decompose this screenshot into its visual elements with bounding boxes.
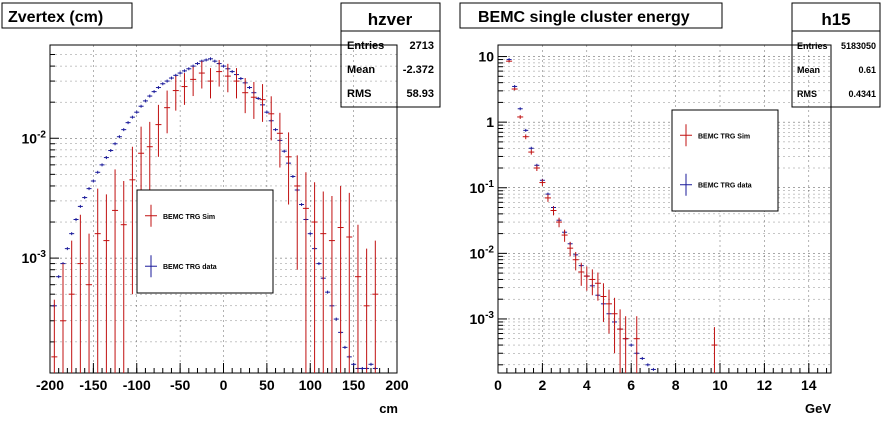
x-tick-label: 200	[385, 377, 409, 393]
x-tick-label: 0	[494, 377, 502, 393]
left-x-unit: cm	[379, 401, 398, 416]
right-stats-entries-value: 5183050	[841, 41, 876, 51]
x-tick-label: -100	[123, 377, 151, 393]
left-title-box	[1, 2, 133, 29]
x-tick-label: 14	[801, 377, 817, 393]
right-title-box	[459, 2, 723, 29]
right-stats-box	[791, 2, 881, 108]
right-stats-entries-label: Entries	[797, 41, 828, 51]
left-stats-entries-value: 2713	[410, 40, 434, 52]
x-tick-label: 10	[712, 377, 728, 393]
right-stats-rms-label: RMS	[797, 89, 817, 99]
right-x-unit: GeV	[805, 401, 831, 416]
right-stats-mean-label: Mean	[797, 65, 820, 75]
y-tick-label: 10-2	[22, 129, 47, 146]
left-stats-entries-label: Entries	[347, 40, 384, 52]
right-stats-mean-value: 0.61	[858, 65, 876, 75]
right-stats-name: h15	[821, 10, 850, 29]
legend-data-label: BEMC TRG data	[698, 183, 752, 190]
legend-sim-label: BEMC TRG Sim	[698, 133, 750, 140]
y-tick-label: 10-1	[470, 179, 495, 196]
right-chart: 0 2 4 6 8 10 12 14 10-3 10-2 10-1 1 10 BEMC TRG Sim BE…	[470, 44, 832, 393]
left-stats-mean-value: -2.372	[403, 64, 434, 76]
legend-data-label: BEMC TRG data	[163, 264, 217, 271]
legend-box	[136, 189, 274, 294]
x-tick-label: 6	[627, 377, 635, 393]
y-tick-label: 10	[478, 49, 494, 65]
left-stats-rms-label: RMS	[347, 88, 371, 100]
x-tick-label: 4	[583, 377, 591, 393]
x-tick-label: -50	[170, 377, 190, 393]
x-tick-label: 0	[220, 377, 228, 393]
left-stats-name: hzver	[368, 10, 413, 29]
x-tick-label: 100	[299, 377, 323, 393]
left-chart: -200 -150 -100 -50 0 50 100 150 200 10-3 10-2 BEMC …	[22, 44, 409, 393]
y-tick-label: 10-3	[470, 310, 495, 327]
left-stats-mean-label: Mean	[347, 64, 375, 76]
x-tick-label: -150	[79, 377, 107, 393]
left-stats-rms-value: 58.93	[406, 88, 434, 100]
plot-frame	[497, 44, 832, 374]
x-tick-label: -200	[36, 377, 64, 393]
right-title: BEMC single cluster energy	[478, 9, 690, 26]
left-panel: Zvertex (cm) hzver Entries 2713 Mean -2.…	[1, 2, 441, 416]
y-tick-label: 10-2	[470, 244, 495, 261]
legend-sim-label: BEMC TRG Sim	[163, 214, 215, 221]
x-tick-label: 12	[757, 377, 773, 393]
right-panel: BEMC single cluster energy h15 Entries 5…	[459, 2, 881, 416]
x-tick-label: 50	[259, 377, 275, 393]
left-stats-box	[340, 2, 441, 108]
left-title: Zvertex (cm)	[8, 9, 103, 26]
legend-box	[671, 109, 779, 212]
y-tick-label: 1	[486, 114, 494, 130]
x-tick-label: 8	[672, 377, 680, 393]
right-stats-rms-value: 0.4341	[848, 89, 876, 99]
x-tick-label: 2	[539, 377, 547, 393]
x-tick-label: 150	[342, 377, 366, 393]
y-tick-label: 10-3	[22, 249, 47, 266]
